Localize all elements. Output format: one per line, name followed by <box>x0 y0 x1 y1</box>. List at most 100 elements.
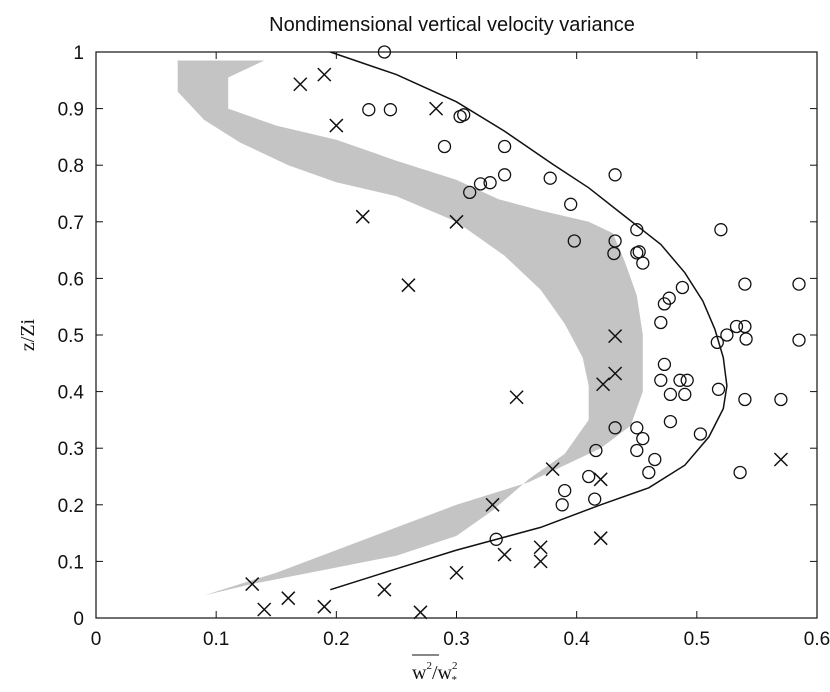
cross-marker <box>449 214 464 229</box>
circle-marker <box>663 414 678 429</box>
circle-marker <box>497 139 512 154</box>
cross-marker <box>545 462 560 477</box>
chart-title: Nondimensional vertical velocity varianc… <box>269 14 635 36</box>
circle-marker <box>489 532 503 546</box>
circle-marker <box>657 297 672 311</box>
x-label-den-sup: 2 <box>452 660 458 672</box>
cross-marker <box>449 565 464 580</box>
circle-marker <box>738 277 752 291</box>
circle-marker <box>558 483 572 498</box>
circle-marker <box>564 197 578 211</box>
x-label-slash: / <box>432 662 438 684</box>
circle-marker <box>636 431 650 446</box>
fit-curve <box>330 51 728 591</box>
cross-marker <box>773 452 788 467</box>
circle-marker <box>383 103 398 117</box>
circle-marker <box>792 333 806 347</box>
cross-marker <box>533 554 548 569</box>
circle-marker <box>680 373 694 387</box>
y-axis-ticks: 0 0.1 0.2 0.3 0.4 0.5 0.6 0.7 0.8 0.9 1 <box>58 43 817 630</box>
cross-marker <box>533 540 548 555</box>
cross-marker <box>257 602 272 617</box>
circle-marker <box>729 319 744 334</box>
y-tick-label: 1 <box>73 43 84 64</box>
cross-marker <box>281 591 296 606</box>
cross-marker <box>593 531 608 546</box>
circle-marker <box>733 465 747 480</box>
y-tick-label: 0.6 <box>58 269 84 290</box>
circle-marker <box>642 465 656 480</box>
cross-marker <box>608 366 623 381</box>
circle-marker <box>630 223 644 237</box>
cross-markers-layer <box>245 67 788 620</box>
circle-marker <box>654 373 668 387</box>
circle-marker <box>663 387 678 402</box>
x-tick-label: 0.1 <box>203 629 229 650</box>
circle-marker <box>588 492 602 506</box>
x-axis-ticks: 0 0.1 0.2 0.3 0.4 0.5 0.6 <box>91 52 830 650</box>
y-tick-label: 0.5 <box>58 326 84 347</box>
circle-marker <box>675 280 690 295</box>
cross-marker <box>593 472 608 487</box>
circle-marker <box>497 168 512 182</box>
y-tick-label: 0.1 <box>58 552 84 573</box>
circle-marker <box>636 256 650 270</box>
circle-marker <box>608 421 622 435</box>
y-tick-label: 0.2 <box>58 496 84 517</box>
cross-marker <box>293 77 308 92</box>
circle-marker <box>630 443 644 458</box>
cross-marker <box>497 547 512 562</box>
circle-marker <box>437 139 452 154</box>
circle-marker <box>483 176 497 190</box>
circle-marker <box>678 387 692 402</box>
circle-marker <box>607 246 621 261</box>
cross-marker <box>317 67 332 82</box>
circle-marker <box>792 277 806 291</box>
x-tick-label: 0.2 <box>323 629 349 650</box>
x-label-num-sup: 2 <box>426 660 432 672</box>
circle-marker <box>711 382 726 396</box>
x-tick-label: 0.3 <box>443 629 469 650</box>
x-axis-label: w2/w2 * <box>412 654 457 686</box>
x-tick-label: 0.5 <box>684 629 710 650</box>
cross-marker <box>509 390 524 405</box>
cross-marker <box>429 101 444 116</box>
shaded-band-layer <box>177 60 643 596</box>
svg-text:w2/w2*: w2/w2 * <box>412 660 457 686</box>
circle-marker <box>473 177 488 191</box>
circle-marker <box>608 168 622 182</box>
cross-marker <box>608 329 623 344</box>
circle-marker <box>657 357 672 372</box>
circle-marker <box>693 427 708 441</box>
circle-marker <box>457 108 471 122</box>
circle-marker <box>362 103 376 117</box>
circle-marker <box>738 392 752 407</box>
y-tick-label: 0.3 <box>58 439 84 460</box>
circle-marker <box>463 185 477 200</box>
circle-marker <box>648 452 662 467</box>
circle-marker <box>710 335 724 350</box>
circle-marker <box>738 319 752 334</box>
cross-marker <box>485 497 500 512</box>
circle-marker <box>567 234 581 248</box>
cross-marker <box>377 582 392 597</box>
y-tick-label: 0.4 <box>58 383 85 404</box>
cross-marker <box>245 577 260 592</box>
circle-marker <box>582 469 596 484</box>
x-tick-label: 0.6 <box>804 629 830 650</box>
cross-marker <box>355 209 370 224</box>
cross-marker <box>596 377 611 392</box>
y-tick-label: 0.7 <box>58 213 84 234</box>
circle-marker <box>555 498 569 512</box>
cross-marker <box>329 118 344 133</box>
circle-marker <box>720 328 734 342</box>
y-axis-label: z/Zi <box>17 318 39 351</box>
y-tick-label: 0.8 <box>58 156 84 177</box>
fit-curve-layer <box>330 51 728 591</box>
circle-marker <box>589 443 603 458</box>
circle-marker <box>739 332 753 346</box>
shaded-envelope <box>177 60 643 596</box>
circle-marker <box>654 315 668 330</box>
